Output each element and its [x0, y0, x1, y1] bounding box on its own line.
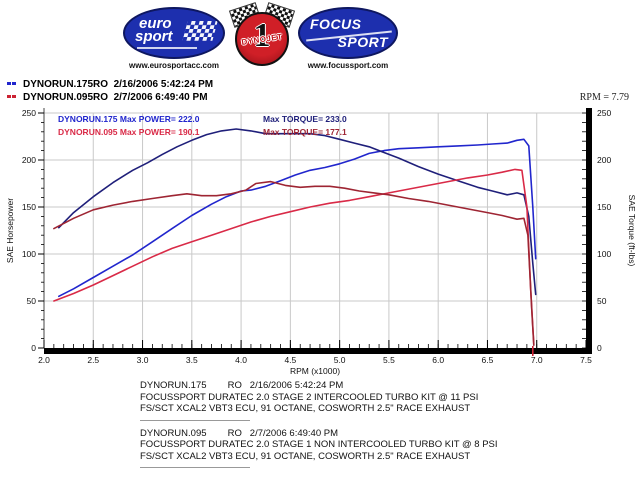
- run-description-block: DYNORUN.095 RO 2/7/2006 6:49:40 PM FOCUSS…: [140, 427, 498, 468]
- y-tick-label-left: 0: [31, 343, 36, 353]
- dyno-chart: 2.0 2.5 3.0 3.5 4.0 4.5 5.0 5.5 6.0 6.5 7.0 7.5 RPM …: [0, 95, 640, 380]
- y-axis-title-left: SAE Horsepower: [5, 198, 15, 263]
- y-tick-label-left: 250: [22, 108, 36, 118]
- legend-row: DYNORUN.095RO 2/7/2006 6:49:40 PM: [7, 91, 213, 103]
- x-tick-label: 6.0: [432, 355, 444, 365]
- curve-dynorun-175-horsepower: [57, 138, 537, 298]
- y-tick-label-right: 150: [597, 202, 611, 212]
- eurosport-logo: euro sport: [123, 7, 225, 59]
- divider: [140, 467, 250, 468]
- divider: [140, 419, 250, 421]
- y-tick-label-right: 200: [597, 155, 611, 165]
- run-legend: DYNORUN.175RO 2/16/2006 5:42:24 PM DYNORU…: [7, 78, 213, 104]
- x-tick-label: 4.5: [284, 355, 296, 365]
- focussport-logo-text1: FOCUS: [310, 16, 362, 32]
- y-axis-right-bar: [586, 108, 592, 354]
- x-axis-bar: [44, 348, 592, 354]
- x-tick-label: 4.0: [235, 355, 247, 365]
- curve-dynorun-095-torque: [53, 180, 535, 346]
- curve-dynorun-095-horsepower: [53, 168, 535, 345]
- y-tick-label-right: 100: [597, 249, 611, 259]
- x-tick-label: 3.5: [186, 355, 198, 365]
- eurosport-logo-underline: [137, 47, 197, 49]
- max-value-annotation: Max TORQUE= 177.1: [263, 127, 347, 137]
- run-title: DYNORUN.095 RO 2/7/2006 6:49:40 PM: [140, 427, 339, 439]
- y-tick-label-right: 250: [597, 108, 611, 118]
- x-tick-label: 3.0: [137, 355, 149, 365]
- eurosport-website-text: www.eurosportacc.com: [129, 61, 219, 70]
- x-tick-label: 2.5: [87, 355, 99, 365]
- legend-row: DYNORUN.175RO 2/16/2006 5:42:24 PM: [7, 78, 213, 90]
- y-tick-label-left: 100: [22, 249, 36, 259]
- y-tick-label-left: 50: [27, 296, 37, 306]
- max-value-annotation: Max TORQUE= 233.0: [263, 114, 347, 124]
- run-detail: FS/SCT XCAL2 VBT3 ECU, 91 OCTANE, COSWOR…: [140, 403, 471, 414]
- x-axis-title: RPM (x1000): [290, 366, 340, 376]
- x-tick-label: 7.0: [531, 355, 543, 365]
- focussport-website-text: www.focussport.com: [307, 61, 389, 70]
- x-tick-label: 6.5: [482, 355, 494, 365]
- eurosport-logo-text2: sport: [135, 28, 173, 45]
- legend-dash-icon: [7, 75, 18, 93]
- dynojet-logo-circle: 1 DYNOJET: [235, 12, 289, 66]
- x-tick-label: 5.5: [383, 355, 395, 365]
- legend-dash-icon: [7, 88, 18, 106]
- run-detail: FOCUSSPORT DURATEC 2.0 STAGE 1 NON INTER…: [140, 439, 498, 450]
- run-title: DYNORUN.175 RO 2/16/2006 5:42:24 PM: [140, 380, 344, 391]
- x-tick-label: 7.5: [580, 355, 592, 365]
- dyno-chart-canvas: 2.0 2.5 3.0 3.5 4.0 4.5 5.0 5.5 6.0 6.5 7.0 7.5 RPM …: [5, 108, 637, 376]
- run-description-block: DYNORUN.175 RO 2/16/2006 5:42:24 PM FOCUS…: [140, 380, 498, 421]
- focussport-logo-text2: SPORT: [337, 34, 388, 50]
- rpm-readout: RPM = 7.79: [579, 92, 629, 103]
- checkered-flag-icon: [182, 21, 218, 41]
- curve-dynorun-175-torque: [57, 128, 537, 296]
- y-axis-title-right: SAE Torque (ft-lbs): [627, 195, 637, 267]
- y-tick-label-left: 150: [22, 202, 36, 212]
- y-tick-label-right: 50: [597, 296, 607, 306]
- x-tick-label: 2.0: [38, 355, 50, 365]
- max-value-annotation: DYNORUN.175 Max POWER= 222.0: [58, 114, 200, 124]
- run-descriptions: DYNORUN.175 RO 2/16/2006 5:42:24 PM FOCUS…: [140, 380, 498, 475]
- y-tick-label-right: 0: [597, 343, 602, 353]
- run-detail: FOCUSSPORT DURATEC 2.0 STAGE 2 INTERCOOL…: [140, 391, 479, 403]
- max-value-annotation: DYNORUN.095 Max POWER= 190.1: [58, 127, 200, 137]
- focussport-logo: FOCUS SPORT: [298, 7, 398, 59]
- x-tick-label: 5.0: [334, 355, 346, 365]
- run-detail: FS/SCT XCAL2 VBT3 ECU, 91 OCTANE, COSWOR…: [140, 450, 471, 462]
- dynojet-logo: 1 DYNOJET: [228, 2, 296, 70]
- eurosport-logo-text1: euro: [139, 15, 172, 32]
- legend-run-label: DYNORUN.175RO 2/16/2006 5:42:24 PM: [23, 78, 214, 90]
- dynojet-number-one: 1: [253, 17, 271, 54]
- legend-run-label: DYNORUN.095RO 2/7/2006 6:49:40 PM: [23, 91, 208, 103]
- y-tick-label-left: 200: [22, 155, 36, 165]
